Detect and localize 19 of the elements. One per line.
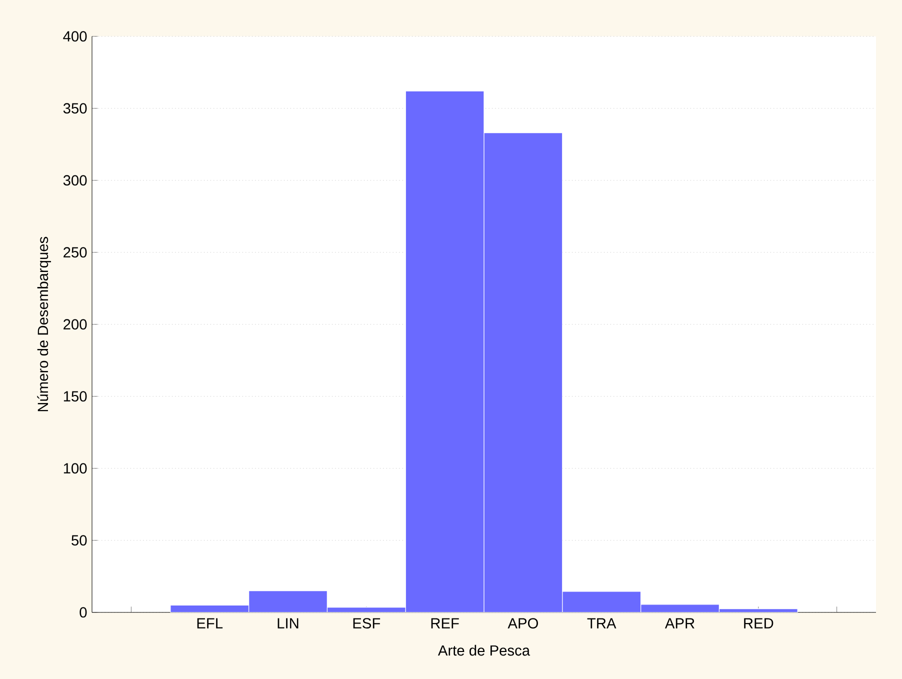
x-tick-label: APO xyxy=(508,618,538,628)
y-tick-label: 0 xyxy=(80,607,87,618)
x-tick-label: REF xyxy=(431,618,459,628)
x-tick-label: RED xyxy=(744,618,774,628)
x-tick-label: EFL xyxy=(197,618,223,628)
y-tick-label: 350 xyxy=(63,103,87,114)
x-tick-label: TRA xyxy=(587,618,616,628)
y-tick-label: 400 xyxy=(63,31,87,42)
y-axis-title: Número de Desembarques xyxy=(37,236,51,412)
y-tick-label: 100 xyxy=(64,463,87,474)
x-tick-label: ESF xyxy=(353,618,380,628)
x-tick-label: APR xyxy=(664,618,694,628)
x-tick-label: LIN xyxy=(278,618,298,628)
x-axis-title: Arte de Pesca xyxy=(438,644,530,656)
y-tick-label: 200 xyxy=(64,319,87,330)
y-tick-label: 250 xyxy=(64,247,87,258)
y-tick-label: 300 xyxy=(63,175,87,186)
y-tick-label: 50 xyxy=(72,535,87,546)
y-tick-label: 150 xyxy=(64,391,87,402)
